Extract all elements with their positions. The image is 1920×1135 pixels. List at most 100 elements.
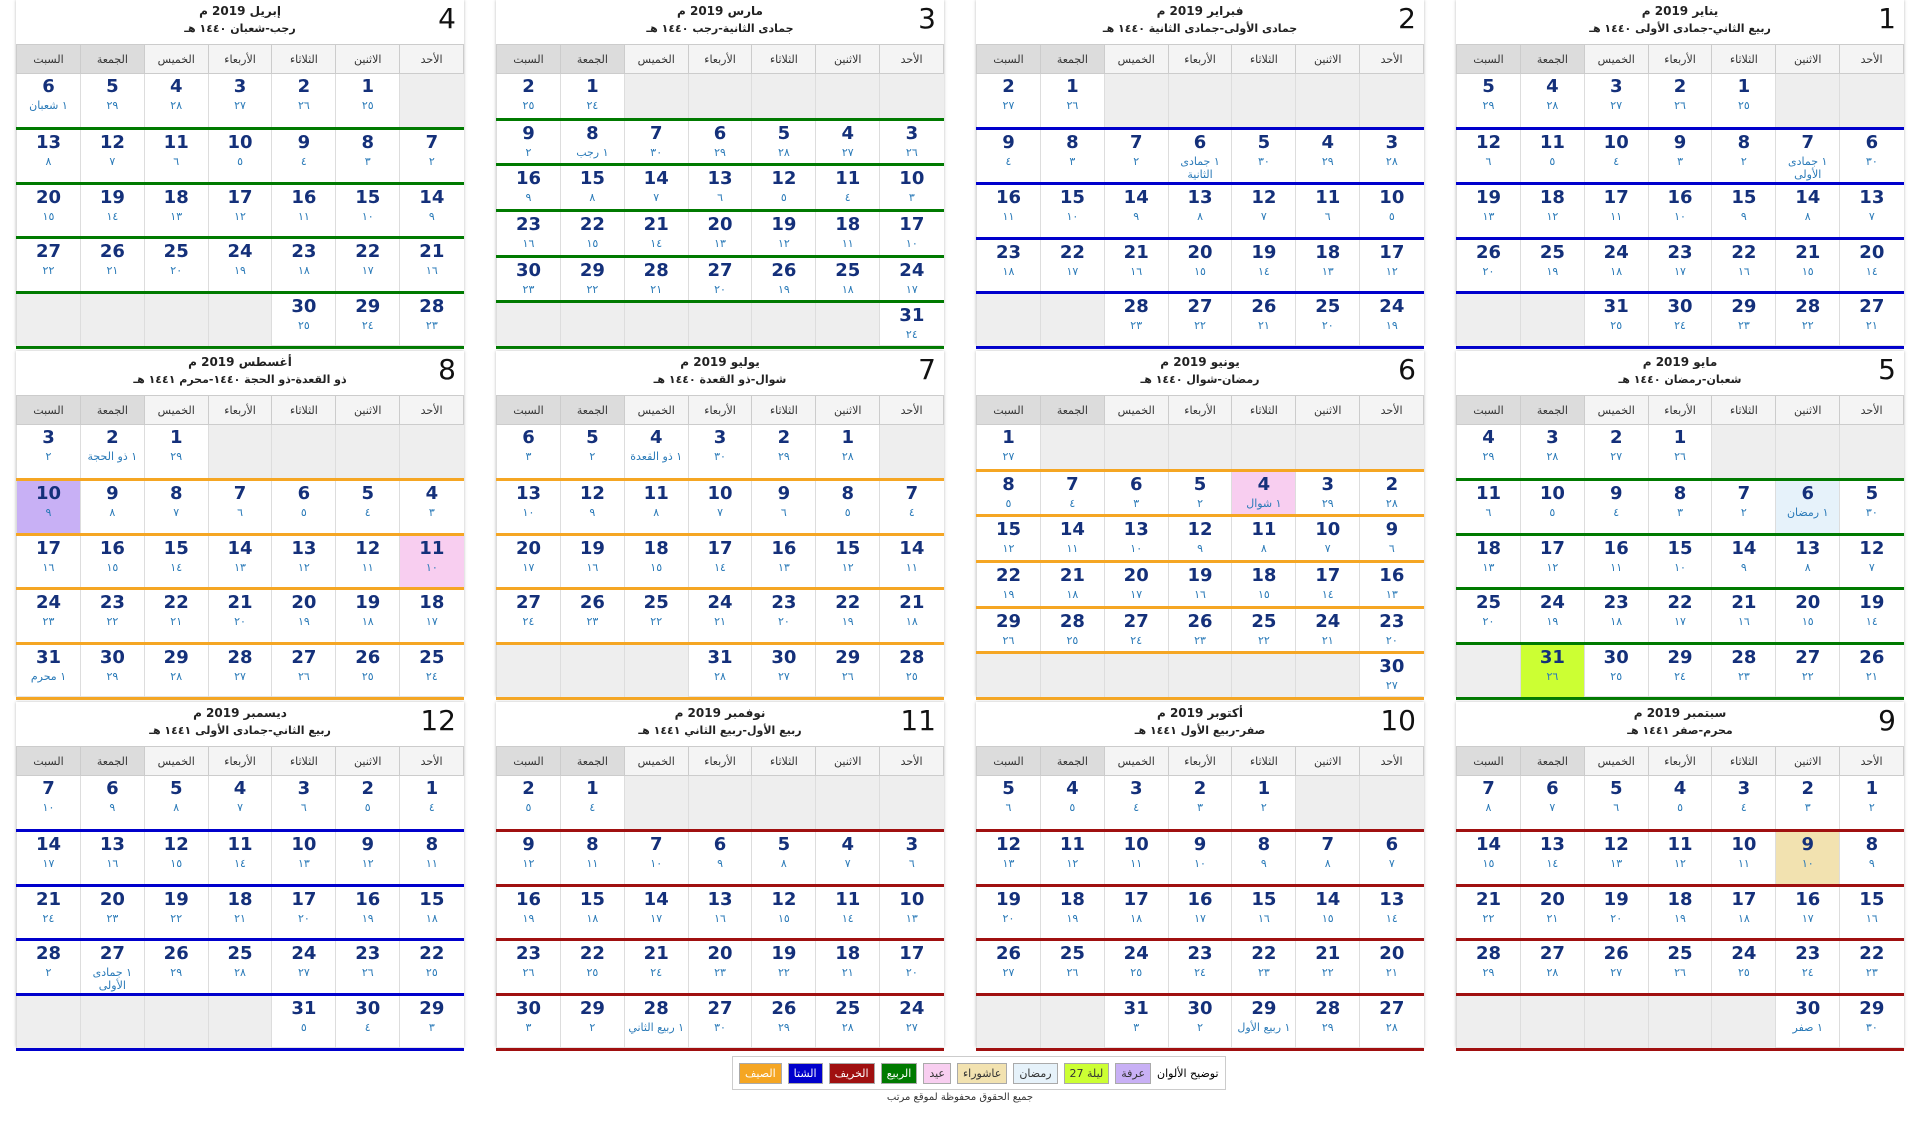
- day-cell: 20 ٢١: [1359, 939, 1424, 997]
- hijri-day: ١ محرم: [30, 670, 67, 684]
- hijri-day: ٢١: [1546, 911, 1559, 925]
- hijri-day: ٢٠: [777, 615, 790, 629]
- day-cell: 9 ١٢: [335, 830, 400, 887]
- week-row: 22 ٢٥ 23 ٢٦ 24 ٢٧ 25 ٢٨ 26 ٢٩ 27 ١ جمادى الأولى 28 ٢: [16, 939, 464, 997]
- gregorian-day: 12: [1859, 537, 1885, 559]
- week-row: 9 ٦ 10 ٧ 11 ٨ 12 ٩ 13 ١٠ 14 ١١ 15 ١٢: [976, 515, 1424, 563]
- hijri-day: ٥: [1549, 505, 1556, 519]
- month-header: 1 يناير 2019 م ربيع الثاني-جمادى الأولى ١٤…: [1456, 0, 1904, 44]
- month: 4 إبريل 2019 م رجب-شعبان ١٤٤٠ هـ الأحد الاثن…: [16, 0, 464, 349]
- gregorian-day: 28: [1795, 296, 1821, 318]
- hijri-day: ٢٨: [714, 670, 726, 684]
- gregorian-day: 27: [707, 998, 733, 1020]
- week-row: 14 ١١ 15 ١٢ 16 ١٣ 17 ١٤ 18 ١٥ 19 ١٦ 20 ١٧: [496, 534, 944, 591]
- hijri-day: ٢٣: [1865, 966, 1878, 980]
- empty-cell: [1711, 424, 1776, 481]
- weekday-row: الأحد الاثنين الثلاثاء الأربعاء الخميس الجمعة…: [976, 395, 1424, 425]
- day-cell: 17 ١٢: [1359, 238, 1424, 295]
- gregorian-day: 26: [1475, 241, 1501, 263]
- empty-cell: [79, 994, 145, 1052]
- hijri-day: ٢٧: [841, 145, 854, 159]
- hijri-day: ٢١: [234, 911, 246, 925]
- gregorian-day: 9: [1609, 482, 1623, 504]
- hijri-day: ٤: [364, 505, 371, 519]
- hijri-day: ٢٨: [841, 1021, 854, 1035]
- month-grid: الأحد الاثنين الثلاثاء الأربعاء الخميس الجمعة…: [1456, 395, 1904, 700]
- gregorian-day: 4: [841, 122, 854, 144]
- day-cell: 27 ٢٢: [16, 237, 81, 295]
- gregorian-day: 24: [35, 592, 61, 614]
- hijri-day: ١٨: [1066, 587, 1079, 601]
- day-cell: 14 ٩: [399, 183, 464, 240]
- hijri-day: ١٠: [361, 209, 374, 223]
- month-grid: الأحد الاثنين الثلاثاء الأربعاء الخميس الجمعة…: [16, 395, 464, 700]
- day-cell: 11 ١٢: [1039, 830, 1105, 887]
- day-cell: 15 ٨: [559, 164, 625, 212]
- month-grid: الأحد الاثنين الثلاثاء الأربعاء الخميس الجمعة…: [1456, 746, 1904, 1051]
- week-row: 24 ١٩ 25 ٢٠ 26 ٢١ 27 ٢٢ 28 ٢٣: [976, 292, 1424, 350]
- gregorian-day: 25: [163, 241, 189, 263]
- hijri-day: ٣: [1133, 496, 1140, 510]
- weekday-row: الأحد الاثنين الثلاثاء الأربعاء الخميس الجمعة…: [1456, 395, 1904, 425]
- weekday-row: الأحد الاثنين الثلاثاء الأربعاء الخميس الجمعة…: [976, 44, 1424, 74]
- hijri-day: ٢٨: [1385, 154, 1398, 168]
- month-number: 7: [918, 353, 936, 386]
- hijri-day: ٦: [780, 505, 787, 519]
- gregorian-day: 13: [1795, 537, 1821, 559]
- hijri-day: ٨: [653, 505, 660, 519]
- hijri-day: ١٤: [650, 236, 663, 250]
- day-cell: 29 ٢٦: [815, 643, 880, 700]
- hijri-day: ٢٧: [1610, 450, 1623, 463]
- month-header: 9 سبتمبر 2019 م محرم-صفر ١٤٤١ هـ: [1456, 702, 1904, 746]
- hijri-day: ٢٢: [170, 911, 183, 925]
- hijri-day: ١٢: [1385, 264, 1398, 278]
- day-cell: 15 ١٠: [1647, 534, 1712, 591]
- day-cell: 14 ١٣: [207, 534, 272, 591]
- gregorian-day: 13: [1539, 833, 1565, 855]
- day-cell: 24 ٢٣: [16, 588, 81, 646]
- gregorian-day: 5: [777, 122, 791, 144]
- gregorian-day: 9: [1002, 131, 1015, 153]
- day-cell: 21 ١٦: [399, 237, 464, 295]
- hijri-day: ٤: [1613, 505, 1620, 519]
- hijri-day: ٨: [45, 154, 52, 168]
- legend-item: الشتا: [787, 1062, 823, 1084]
- weekday: الأربعاء: [687, 746, 753, 776]
- month: 7 يوليو 2019 م شوال-ذو القعدة ١٤٤٠ هـ الأحد…: [496, 351, 944, 700]
- hijri-day: ٩: [1740, 209, 1747, 223]
- empty-cell: [1359, 73, 1424, 130]
- day-cell: 12 ٥: [751, 164, 816, 212]
- weekday: الجمعة: [1039, 44, 1105, 74]
- hijri-day: ٢١: [1257, 319, 1270, 333]
- hijri-day: ٢٠: [1610, 911, 1623, 925]
- hijri-day: ٨: [1197, 209, 1203, 223]
- empty-cell: [1231, 73, 1296, 130]
- gregorian-day: 1: [169, 427, 183, 448]
- hijri-day: ١٢: [1674, 856, 1686, 870]
- day-cell: 30 ٢٧: [1359, 652, 1424, 700]
- gregorian-day: 26: [771, 259, 797, 281]
- gregorian-day: 15: [1859, 888, 1885, 910]
- hijri-day: ٢٨: [1385, 1021, 1398, 1035]
- month-number: 5: [1878, 353, 1896, 386]
- week-row: 29 ٣٠ 30 ١ صفر: [1456, 994, 1904, 1051]
- hijri-day: ٤: [1005, 154, 1012, 168]
- empty-cell: [496, 301, 561, 349]
- gregorian-day: 9: [522, 833, 535, 855]
- day-cell: 22 ١٩: [815, 588, 880, 646]
- legend-item: الصيف: [739, 1062, 782, 1084]
- gregorian-day: 12: [771, 168, 797, 190]
- hijri-day: ٢٥: [1737, 99, 1750, 112]
- gregorian-day: 19: [579, 537, 605, 559]
- gregorian-day: 28: [419, 296, 445, 318]
- hijri-day: ٢٨: [841, 450, 854, 463]
- hijri-day: ٤: [844, 191, 851, 205]
- gregorian-day: 16: [771, 537, 797, 559]
- gregorian-day: 3: [905, 122, 919, 144]
- hijri-day: ٢٦: [1546, 670, 1559, 684]
